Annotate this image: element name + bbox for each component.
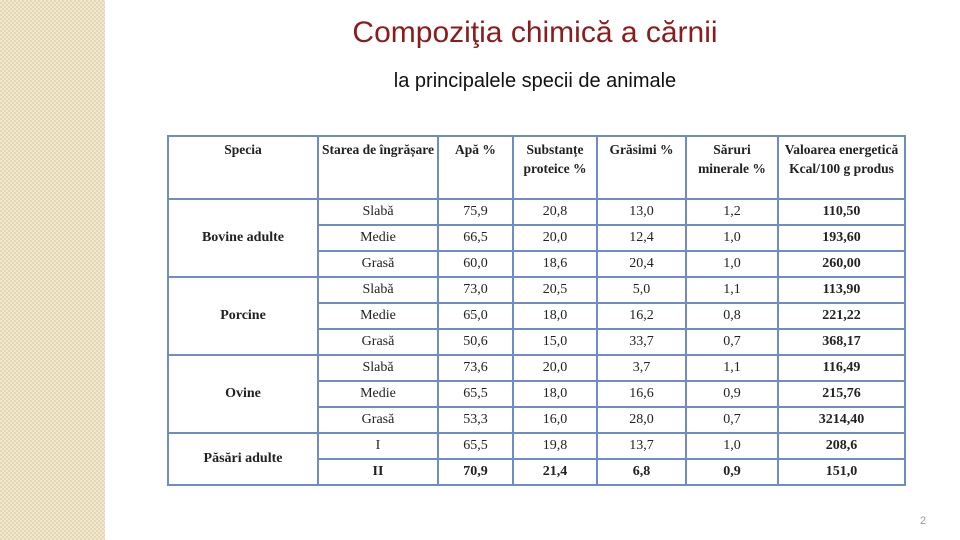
state-cell: Grasă (317, 328, 439, 356)
value-cell: 21,4 (512, 458, 598, 486)
value-cell: 20,0 (512, 354, 598, 382)
table-row: Medie 65,5 18,0 16,6 0,9 215,76 (168, 380, 906, 408)
value-cell: 3214,40 (777, 406, 906, 434)
state-cell: II (317, 458, 439, 486)
state-cell: Slabă (317, 198, 439, 226)
value-cell: 6,8 (596, 458, 687, 486)
value-cell: 3,7 (596, 354, 687, 382)
state-cell: Grasă (317, 250, 439, 278)
value-cell: 16,0 (512, 406, 598, 434)
state-cell: Slabă (317, 354, 439, 382)
value-cell: 20,8 (512, 198, 598, 226)
value-cell: 18,6 (512, 250, 598, 278)
value-cell: 116,49 (777, 354, 906, 382)
value-cell: 60,0 (437, 250, 514, 278)
state-cell: Slabă (317, 276, 439, 304)
state-cell: Grasă (317, 406, 439, 434)
value-cell: 16,6 (596, 380, 687, 408)
value-cell: 12,4 (596, 224, 687, 252)
value-cell: 215,76 (777, 380, 906, 408)
value-cell: 18,0 (512, 380, 598, 408)
column-header: Substanțe proteice % (512, 135, 598, 200)
value-cell: 0,7 (685, 406, 779, 434)
value-cell: 66,5 (437, 224, 514, 252)
table-row: Medie 66,5 20,0 12,4 1,0 193,60 (168, 224, 906, 252)
value-cell: 53,3 (437, 406, 514, 434)
value-cell: 113,90 (777, 276, 906, 304)
value-cell: 1,2 (685, 198, 779, 226)
value-cell: 1,0 (685, 224, 779, 252)
title: Compoziţia chimică a cărnii (352, 16, 718, 49)
value-cell: 151,0 (777, 458, 906, 486)
value-cell: 0,7 (685, 328, 779, 356)
value-cell: 19,8 (512, 432, 598, 460)
value-cell: 5,0 (596, 276, 687, 304)
value-cell: 20,4 (596, 250, 687, 278)
value-cell: 65,5 (437, 432, 514, 460)
page-number: 2 (920, 515, 927, 527)
value-cell: 13,0 (596, 198, 687, 226)
value-cell: 1,1 (685, 354, 779, 382)
table-row: Ovine Slabă 73,6 20,0 3,7 1,1 116,49 (167, 354, 906, 434)
value-cell: 13,7 (596, 432, 687, 460)
value-cell: 75,9 (437, 198, 514, 226)
value-cell: 193,60 (777, 224, 906, 252)
column-header: Specia (167, 135, 319, 200)
decorative-strip (0, 0, 105, 540)
value-cell: 221,22 (777, 302, 906, 330)
table-row: Grasă 53,3 16,0 28,0 0,7 3214,40 (168, 406, 906, 434)
table-row: Grasă 60,0 18,6 20,4 1,0 260,00 (168, 250, 906, 278)
state-cell: Medie (317, 224, 439, 252)
value-cell: 18,0 (512, 302, 598, 330)
value-cell: 70,9 (437, 458, 514, 486)
value-cell: 33,7 (596, 328, 687, 356)
table-row: Grasă 50,6 15,0 33,7 0,7 368,17 (168, 328, 906, 356)
column-header: Apă % (437, 135, 514, 200)
value-cell: 16,2 (596, 302, 687, 330)
value-cell: 208,6 (777, 432, 906, 460)
table-row: Păsări adulte I 65,5 19,8 13,7 1,0 208,6 (167, 432, 906, 486)
subtitle: la principalele specii de animale (393, 70, 677, 92)
table-row: Medie 65,0 18,0 16,2 0,8 221,22 (168, 302, 906, 330)
column-header: Starea de îngrășare (317, 135, 439, 200)
value-cell: 0,9 (685, 458, 779, 486)
value-cell: 0,8 (685, 302, 779, 330)
value-cell: 20,0 (512, 224, 598, 252)
species-cell: Porcine (167, 276, 319, 356)
table-row: Bovine adulte Slabă 75,9 20,8 13,0 1,2 110,50 (167, 198, 906, 278)
composition-table: Specia Starea de îngrășare Apă % Substanțe … (167, 135, 906, 486)
state-cell: Medie (317, 380, 439, 408)
species-cell: Bovine adulte (167, 198, 319, 278)
value-cell: 15,0 (512, 328, 598, 356)
value-cell: 1,0 (685, 250, 779, 278)
column-header: Săruri minerale % (685, 135, 779, 200)
value-cell: 110,50 (777, 198, 906, 226)
table-row: Porcine Slabă 73,0 20,5 5,0 1,1 113,90 (167, 276, 906, 356)
value-cell: 28,0 (596, 406, 687, 434)
state-cell: I (317, 432, 439, 460)
value-cell: 65,0 (437, 302, 514, 330)
value-cell: 20,5 (512, 276, 598, 304)
value-cell: 0,9 (685, 380, 779, 408)
value-cell: 65,5 (437, 380, 514, 408)
value-cell: 1,1 (685, 276, 779, 304)
value-cell: 260,00 (777, 250, 906, 278)
value-cell: 50,6 (437, 328, 514, 356)
value-cell: 1,0 (685, 432, 779, 460)
species-cell: Ovine (167, 354, 319, 434)
table-row: II 70,9 21,4 6,8 0,9 151,0 (168, 458, 906, 486)
header-row: Specia Starea de îngrășare Apă % Substanțe … (167, 135, 906, 200)
species-cell: Păsări adulte (167, 432, 319, 486)
column-header: Valoarea energetică Kcal/100 g produs (777, 135, 906, 200)
state-cell: Medie (317, 302, 439, 330)
column-header: Grăsimi % (596, 135, 687, 200)
value-cell: 73,0 (437, 276, 514, 304)
value-cell: 368,17 (777, 328, 906, 356)
value-cell: 73,6 (437, 354, 514, 382)
